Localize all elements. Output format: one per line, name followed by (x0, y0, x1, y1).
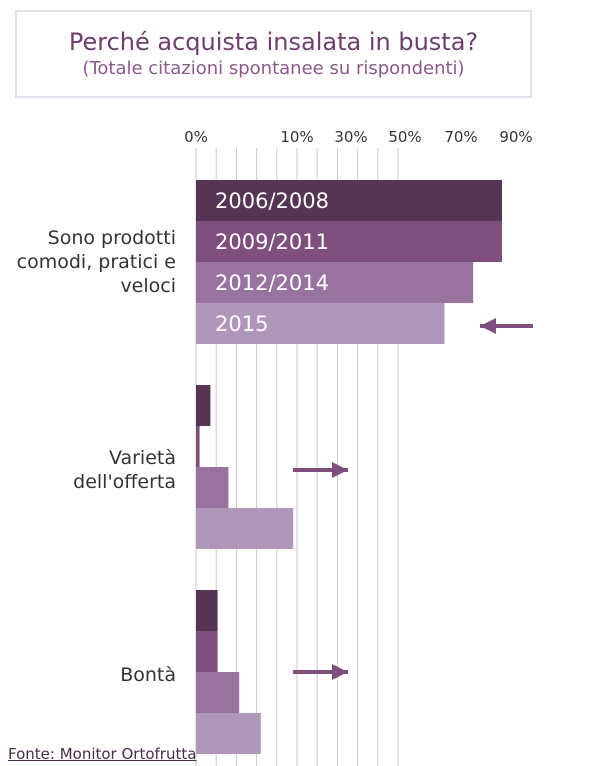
bar (196, 385, 211, 426)
x-tick-label: 10% (280, 128, 313, 146)
bar (196, 426, 200, 467)
bar (196, 262, 474, 303)
bar (196, 467, 229, 508)
source-note: Fonte: Monitor Ortofrutta (8, 745, 197, 763)
arrow-right-head (332, 664, 348, 680)
category-label: Sono prodotti (48, 227, 176, 249)
x-tick-label: 50% (388, 128, 421, 146)
bar (196, 631, 218, 672)
category-label: Varietà (109, 447, 176, 469)
series-label: 2015 (215, 312, 268, 336)
x-tick-label: 90% (499, 128, 532, 146)
title-box: Perché acquista insalata in busta? (Tota… (15, 10, 532, 98)
x-tick-label: 30% (334, 128, 367, 146)
arrow-right-head (332, 462, 348, 478)
series-label: 2012/2014 (215, 271, 329, 295)
bar (196, 590, 218, 631)
arrow-left-head (480, 318, 496, 334)
category-label: Bontà (120, 664, 176, 686)
bar (196, 180, 502, 221)
x-tick-label: 0% (184, 128, 208, 146)
bar (196, 508, 294, 549)
chart-title: Perché acquista insalata in busta? (68, 28, 479, 56)
series-label: 2006/2008 (215, 189, 329, 213)
series-label: 2009/2011 (215, 230, 329, 254)
category-label: comodi, pratici e (17, 251, 176, 273)
bar (196, 221, 502, 262)
x-tick-label: 70% (444, 128, 477, 146)
bar (196, 713, 261, 754)
category-label: veloci (120, 275, 176, 297)
category-label: dell'offerta (73, 471, 176, 493)
chart-subtitle: (Totale citazioni spontanee su risponden… (82, 58, 465, 79)
bar (196, 672, 240, 713)
bar (196, 303, 445, 344)
